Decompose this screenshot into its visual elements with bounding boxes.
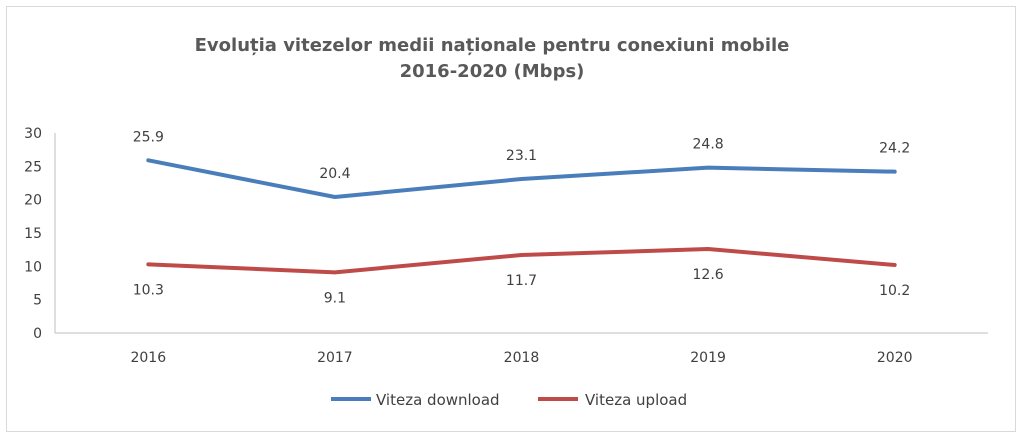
- y-tick-label: 5: [33, 293, 42, 309]
- x-tick-label: 2020: [877, 350, 913, 366]
- y-tick-label: 0: [33, 326, 42, 342]
- data-label: 24.8: [693, 137, 724, 153]
- chart-title-line1: Evoluția vitezelor medii naționale pentr…: [195, 35, 790, 56]
- data-labels: 25.9 20.4 23.1 24.8 24.2 10.3 9.1 11.7 12.6 10.2: [133, 129, 911, 306]
- data-label: 20.4: [319, 166, 350, 182]
- data-label: 9.1: [324, 290, 346, 306]
- y-tick-label: 15: [24, 226, 42, 242]
- x-tick-label: 2018: [504, 350, 540, 366]
- data-label: 25.9: [133, 129, 164, 145]
- legend-label: Viteza download: [376, 391, 500, 409]
- series-line-0: [146, 158, 897, 199]
- x-tick-label: 2016: [130, 350, 166, 366]
- data-label: 11.7: [506, 273, 537, 289]
- data-label: 24.2: [879, 141, 910, 157]
- y-tick-label: 10: [24, 259, 42, 275]
- chart-axes: 0 5 10 15 20 25 30 2016 2017 2018 2019 2020: [24, 126, 988, 366]
- data-label: 12.6: [693, 267, 724, 283]
- chart-title-line2: 2016-2020 (Mbps): [400, 61, 585, 82]
- data-label: 23.1: [506, 148, 537, 164]
- y-tick-label: 30: [24, 126, 42, 142]
- y-tick-label: 25: [24, 159, 42, 175]
- series-line-1: [146, 247, 897, 275]
- legend-label: Viteza upload: [585, 391, 687, 409]
- legend: Viteza download Viteza upload: [331, 391, 687, 409]
- x-tick-label: 2019: [690, 350, 726, 366]
- data-label: 10.2: [879, 283, 910, 299]
- y-tick-label: 20: [24, 193, 42, 209]
- chart-frame: [6, 6, 1016, 432]
- data-label: 10.3: [133, 282, 164, 298]
- x-tick-label: 2017: [317, 350, 353, 366]
- series-layer: [146, 158, 897, 275]
